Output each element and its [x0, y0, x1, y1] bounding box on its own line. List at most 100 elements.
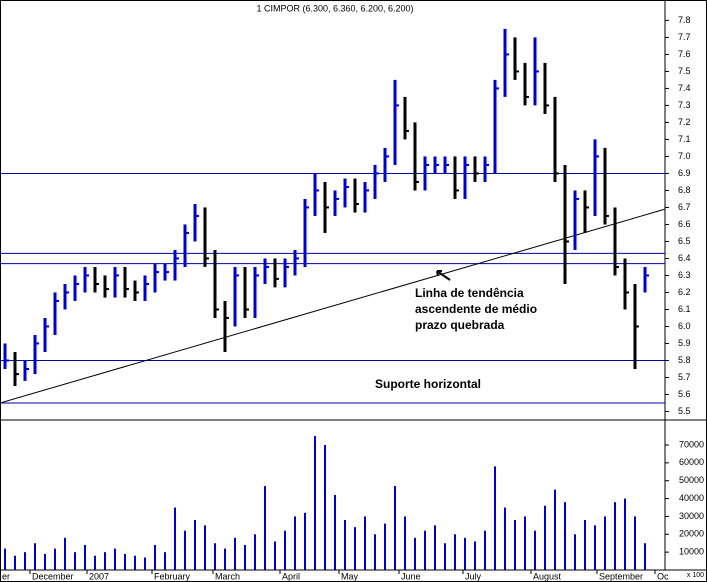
volume-tick-label: 60000 — [679, 457, 704, 467]
volume-tick-label: 10000 — [679, 547, 704, 557]
support-label: Suporte horizontal — [375, 377, 481, 391]
volume-bar — [454, 534, 456, 570]
x-tick-label: February — [154, 571, 191, 581]
volume-bar — [344, 520, 346, 570]
y-tick-label: 6.0 — [678, 321, 691, 331]
x-tick-label: June — [401, 571, 421, 581]
volume-bar — [524, 516, 526, 570]
volume-bar — [364, 516, 366, 570]
y-tick-label: 7.1 — [678, 134, 691, 144]
y-tick-label: 7.2 — [678, 117, 691, 127]
volume-bar — [424, 530, 426, 570]
volume-bar — [214, 543, 216, 570]
volume-tick-label: 50000 — [679, 475, 704, 485]
annotation: prazo quebrada — [415, 318, 505, 332]
volume-bar — [4, 548, 6, 570]
y-tick-label: 6.7 — [678, 202, 691, 212]
volume-bar — [194, 520, 196, 570]
y-tick-label: 7.6 — [678, 49, 691, 59]
volume-bar — [54, 548, 56, 570]
volume-bar — [234, 537, 236, 570]
y-tick-label: 6.9 — [678, 168, 691, 178]
volume-bar — [154, 545, 156, 570]
volume-bar — [94, 555, 96, 570]
volume-bar — [444, 543, 446, 570]
volume-bar — [594, 525, 596, 570]
volume-bar — [374, 534, 376, 570]
volume-bar — [644, 543, 646, 570]
volume-bar — [514, 520, 516, 570]
volume-bar — [314, 436, 316, 570]
volume-bar — [294, 516, 296, 570]
y-tick-label: 6.5 — [678, 236, 691, 246]
y-tick-label: 6.1 — [678, 304, 691, 314]
volume-bar — [24, 552, 26, 570]
x-tick-label: April — [282, 571, 300, 581]
y-tick-label: 6.2 — [678, 287, 691, 297]
volume-bar — [354, 527, 356, 570]
y-tick-label: 6.3 — [678, 270, 691, 280]
y-tick-label: 7.4 — [678, 83, 691, 93]
volume-bar — [244, 545, 246, 570]
volume-tick-label: 20000 — [679, 529, 704, 539]
volume-bar — [394, 486, 396, 570]
volume-bar — [554, 489, 556, 570]
volume-bar — [304, 512, 306, 570]
volume-bar — [224, 548, 226, 570]
volume-tick-label: 30000 — [679, 511, 704, 521]
x-tick-label: Oc — [657, 571, 669, 581]
volume-tick-label: 40000 — [679, 493, 704, 503]
volume-bar — [264, 486, 266, 570]
volume-bar — [284, 530, 286, 570]
volume-bar — [604, 516, 606, 570]
volume-bar — [574, 534, 576, 570]
volume-unit: x 100 — [687, 572, 704, 579]
volume-bar — [74, 552, 76, 570]
volume-bar — [564, 502, 566, 570]
volume-bar — [124, 553, 126, 570]
x-tick-label: er — [2, 571, 10, 581]
volume-bar — [14, 555, 16, 570]
volume-bar — [204, 525, 206, 570]
y-tick-label: 7.8 — [678, 15, 691, 25]
volume-bar — [104, 552, 106, 570]
volume-bar — [404, 516, 406, 570]
volume-bar — [384, 523, 386, 570]
volume-bar — [484, 530, 486, 570]
volume-bar — [184, 530, 186, 570]
y-tick-label: 7.3 — [678, 100, 691, 110]
volume-tick-label: 70000 — [679, 439, 704, 449]
y-tick-label: 7.7 — [678, 32, 691, 42]
trend-line — [0, 208, 666, 404]
y-tick-label: 5.6 — [678, 389, 691, 399]
volume-bar — [174, 507, 176, 570]
volume-bar — [584, 520, 586, 570]
x-tick-label: September — [599, 571, 643, 581]
y-tick-label: 5.7 — [678, 372, 691, 382]
y-tick-label: 6.4 — [678, 253, 691, 263]
volume-bar — [504, 507, 506, 570]
y-tick-label: 7.0 — [678, 151, 691, 161]
y-tick-label: 5.8 — [678, 355, 691, 365]
volume-bar — [414, 537, 416, 570]
x-tick-label: May — [341, 571, 359, 581]
y-tick-label: 6.8 — [678, 185, 691, 195]
volume-bar — [464, 537, 466, 570]
y-tick-label: 6.6 — [678, 219, 691, 229]
volume-bar — [544, 505, 546, 570]
volume-bar — [634, 516, 636, 570]
volume-bar — [84, 545, 86, 570]
volume-bar — [324, 445, 326, 570]
volume-bar — [34, 543, 36, 570]
volume-bar — [164, 552, 166, 570]
volume-bar — [624, 498, 626, 570]
volume-bar — [534, 530, 536, 570]
volume-bar — [494, 466, 496, 570]
x-tick-label: July — [465, 571, 482, 581]
volume-bar — [474, 541, 476, 570]
chart-title: 1 CIMPOR (6.300, 6.360, 6.200, 6.200) — [256, 3, 413, 13]
volume-bar — [254, 534, 256, 570]
volume-bar — [44, 553, 46, 570]
